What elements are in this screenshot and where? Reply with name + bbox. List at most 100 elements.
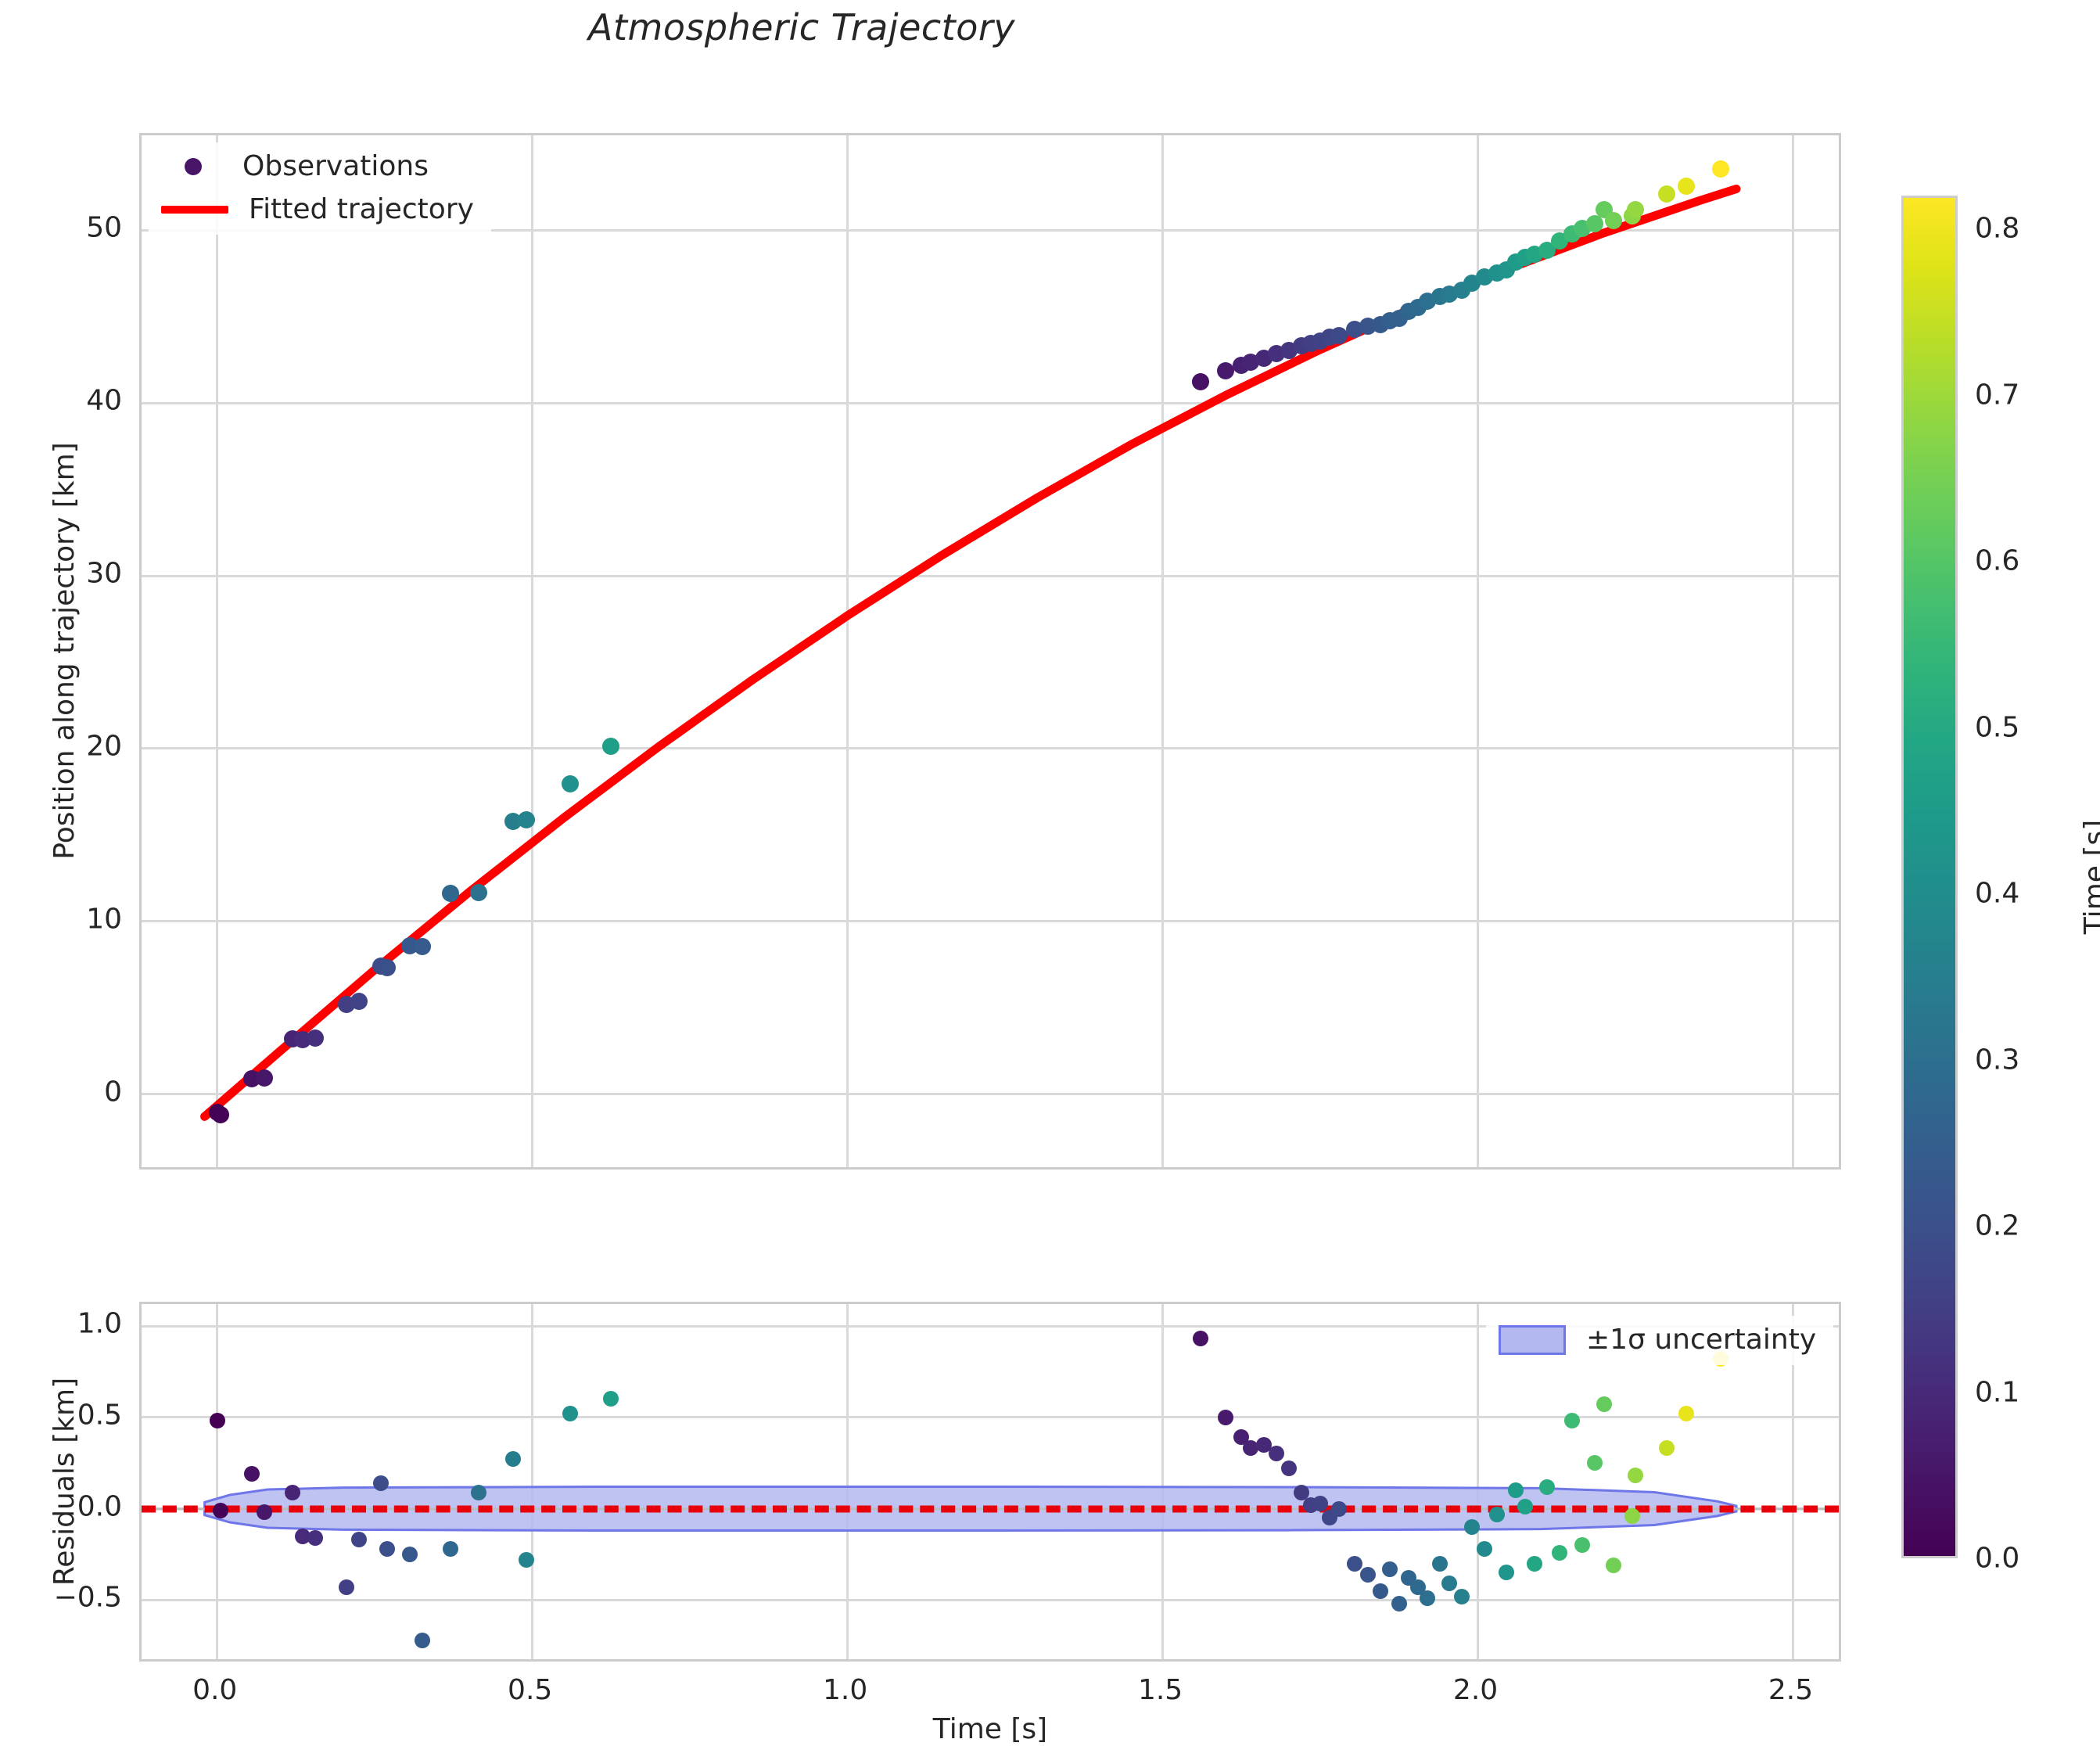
main-gridline-horizontal bbox=[142, 228, 1839, 232]
residuals-gridline-vertical bbox=[1792, 1304, 1795, 1659]
residuals-gridline-vertical bbox=[216, 1304, 219, 1659]
residual-point bbox=[1596, 1396, 1612, 1413]
main-gridline-horizontal bbox=[142, 747, 1839, 750]
x-tick-label: 0.5 bbox=[508, 1674, 553, 1706]
x-tick-label: 1.0 bbox=[822, 1674, 868, 1706]
observation-point bbox=[1627, 200, 1645, 218]
observation-point bbox=[306, 1029, 324, 1047]
legend-label-fitted-trajectory: Fitted trajectory bbox=[249, 193, 474, 225]
residual-point bbox=[1507, 1482, 1524, 1499]
residual-point bbox=[307, 1529, 323, 1546]
residual-point bbox=[1605, 1557, 1621, 1573]
main-plot-legend: Observations Fitted trajectory bbox=[149, 142, 491, 235]
residual-point bbox=[1255, 1436, 1272, 1453]
residual-point bbox=[1410, 1579, 1426, 1595]
main-gridline-vertical bbox=[846, 135, 849, 1167]
residual-point bbox=[379, 1540, 396, 1557]
residual-point bbox=[1586, 1455, 1603, 1471]
residuals-gridline-vertical bbox=[846, 1304, 849, 1659]
residual-point bbox=[1517, 1499, 1533, 1515]
residual-point bbox=[1243, 1440, 1259, 1457]
observation-point bbox=[1330, 327, 1348, 345]
colorbar-tick-label: 0.6 bbox=[1975, 544, 2020, 577]
colorbar-tick-label: 0.3 bbox=[1975, 1044, 2020, 1076]
main-y-tick-label: 10 bbox=[86, 903, 122, 936]
residual-point bbox=[1564, 1413, 1581, 1429]
main-gridline-vertical bbox=[1477, 135, 1480, 1167]
observation-point bbox=[562, 775, 580, 793]
main-y-tick-label: 20 bbox=[86, 730, 122, 763]
residual-point bbox=[1347, 1555, 1363, 1572]
residuals-y-tick-label: −0.5 bbox=[53, 1581, 122, 1614]
residual-point bbox=[1280, 1461, 1297, 1477]
residual-point bbox=[1432, 1555, 1448, 1572]
residual-point bbox=[1441, 1576, 1458, 1592]
main-gridline-vertical bbox=[1161, 135, 1165, 1167]
main-gridline-vertical bbox=[531, 135, 534, 1167]
residual-point bbox=[1293, 1484, 1309, 1500]
residual-point bbox=[1488, 1506, 1505, 1522]
main-gridline-horizontal bbox=[142, 1093, 1839, 1096]
x-tick-label: 1.5 bbox=[1137, 1674, 1183, 1706]
residuals-y-tick-label: 0.0 bbox=[77, 1490, 122, 1523]
residual-point bbox=[1372, 1583, 1388, 1599]
residual-point bbox=[471, 1484, 487, 1500]
observation-point bbox=[379, 959, 397, 977]
residual-point bbox=[505, 1451, 522, 1468]
residual-point bbox=[1574, 1537, 1590, 1554]
legend-item-fitted-trajectory: Fitted trajectory bbox=[161, 193, 474, 225]
residual-point bbox=[1527, 1555, 1543, 1572]
x-tick-label: 2.5 bbox=[1768, 1674, 1814, 1706]
residual-point bbox=[1381, 1561, 1398, 1577]
residual-point bbox=[1268, 1446, 1284, 1462]
observation-point bbox=[1677, 178, 1695, 196]
uncertainty-band-patch-icon bbox=[1499, 1324, 1566, 1355]
observation-point bbox=[1658, 185, 1676, 203]
residuals-plot-axes bbox=[139, 1302, 1841, 1662]
x-tick-label: 0.0 bbox=[192, 1674, 238, 1706]
residuals-y-tick-label: 0.5 bbox=[77, 1399, 122, 1432]
observation-point bbox=[256, 1069, 274, 1087]
observation-point bbox=[413, 937, 431, 955]
legend-label-uncertainty: ±1σ uncertainty bbox=[1586, 1324, 1817, 1356]
main-plot-area bbox=[142, 135, 1839, 1167]
colorbar-tick-label: 0.4 bbox=[1975, 877, 2020, 910]
residual-point bbox=[414, 1632, 430, 1648]
residuals-gridline-horizontal bbox=[142, 1416, 1839, 1419]
residual-point bbox=[244, 1466, 260, 1482]
observation-point bbox=[602, 737, 620, 755]
observations-marker-icon bbox=[185, 157, 202, 175]
fitted-trajectory-line bbox=[200, 184, 1741, 1121]
observation-point bbox=[1585, 214, 1603, 232]
residuals-gridline-vertical bbox=[1161, 1304, 1165, 1659]
main-gridline-vertical bbox=[1792, 135, 1795, 1167]
main-gridline-horizontal bbox=[142, 920, 1839, 923]
main-y-tick-label: 0 bbox=[104, 1076, 122, 1108]
residual-point bbox=[1659, 1440, 1675, 1457]
residual-point bbox=[1359, 1566, 1376, 1583]
residual-point bbox=[1552, 1544, 1568, 1561]
colorbar-tick-label: 0.0 bbox=[1975, 1542, 2020, 1575]
x-tick-label: 2.0 bbox=[1452, 1674, 1499, 1706]
residual-point bbox=[562, 1406, 579, 1422]
residual-point bbox=[1331, 1500, 1348, 1517]
residuals-plot-legend: ±1σ uncertainty bbox=[1486, 1316, 1834, 1365]
residual-point bbox=[1498, 1565, 1514, 1581]
residual-point bbox=[401, 1546, 418, 1562]
residual-point bbox=[1539, 1479, 1556, 1495]
main-y-tick-label: 30 bbox=[86, 557, 122, 590]
residual-point bbox=[1463, 1518, 1480, 1535]
legend-label-observations: Observations bbox=[242, 150, 429, 182]
colorbar bbox=[1901, 196, 1958, 1558]
residual-point bbox=[442, 1540, 458, 1557]
main-y-tick-label: 50 bbox=[86, 211, 122, 244]
colorbar-tick-label: 0.2 bbox=[1975, 1209, 2020, 1242]
legend-item-uncertainty: ±1σ uncertainty bbox=[1499, 1324, 1816, 1356]
main-y-axis-label: Position along trajectory [km] bbox=[48, 442, 81, 860]
residuals-plot-area bbox=[142, 1304, 1839, 1659]
observation-point bbox=[517, 810, 535, 828]
x-axis-label: Time [s] bbox=[932, 1713, 1048, 1745]
residual-point bbox=[603, 1391, 619, 1407]
colorbar-gradient bbox=[1904, 198, 1955, 1556]
